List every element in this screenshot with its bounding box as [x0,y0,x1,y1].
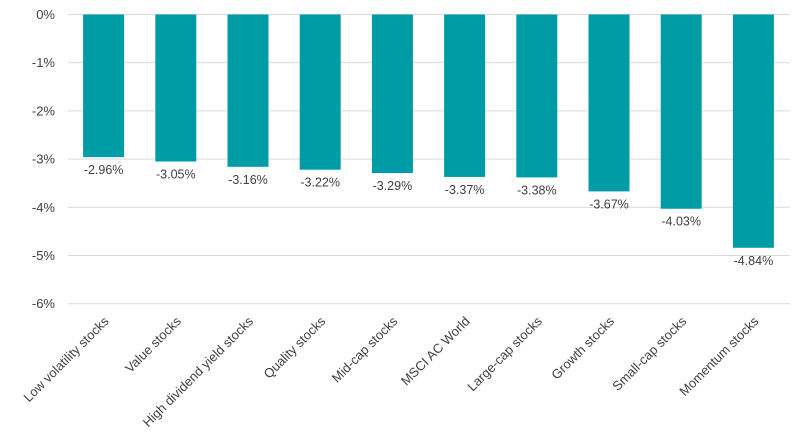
bar [588,14,630,192]
x-tick-label: Low volatility stocks [20,313,112,405]
data-label: -3.16% [228,173,268,187]
data-label: -4.84% [734,254,774,268]
x-tick-label: Momentum stocks [676,313,762,399]
x-tick-label: Large-cap stocks [464,313,545,394]
x-tick-label: Mid-cap stocks [329,313,401,385]
x-tick-label: Quality stocks [260,313,328,381]
bar [444,14,486,177]
bar [516,14,558,178]
bar [227,14,269,167]
data-label: -3.22% [300,176,340,190]
data-label: -2.96% [84,163,124,177]
x-tick-label: MSCI AC World [398,314,473,389]
y-tick-label: -3% [32,152,56,167]
y-tick-label: 0% [36,7,55,22]
bar [660,14,702,209]
x-tick-label: Value stocks [122,313,184,375]
bar [732,14,774,248]
data-label: -3.37% [445,183,485,197]
bar [83,14,125,158]
data-label: -3.05% [156,168,196,182]
y-tick-label: -1% [32,55,56,70]
x-tick-label: Small-cap stocks [609,313,689,393]
data-label: -3.38% [517,183,557,197]
data-label: -4.03% [661,215,701,229]
bar [155,14,197,162]
x-tick-label: Growth stocks [548,313,617,382]
y-tick-label: -6% [32,296,56,311]
bar [371,14,413,174]
y-tick-label: -2% [32,103,56,118]
data-label: -3.29% [373,179,413,193]
bar [299,14,341,170]
y-tick-label: -5% [32,248,56,263]
y-tick-label: -4% [32,200,56,215]
data-label: -3.67% [589,197,629,211]
